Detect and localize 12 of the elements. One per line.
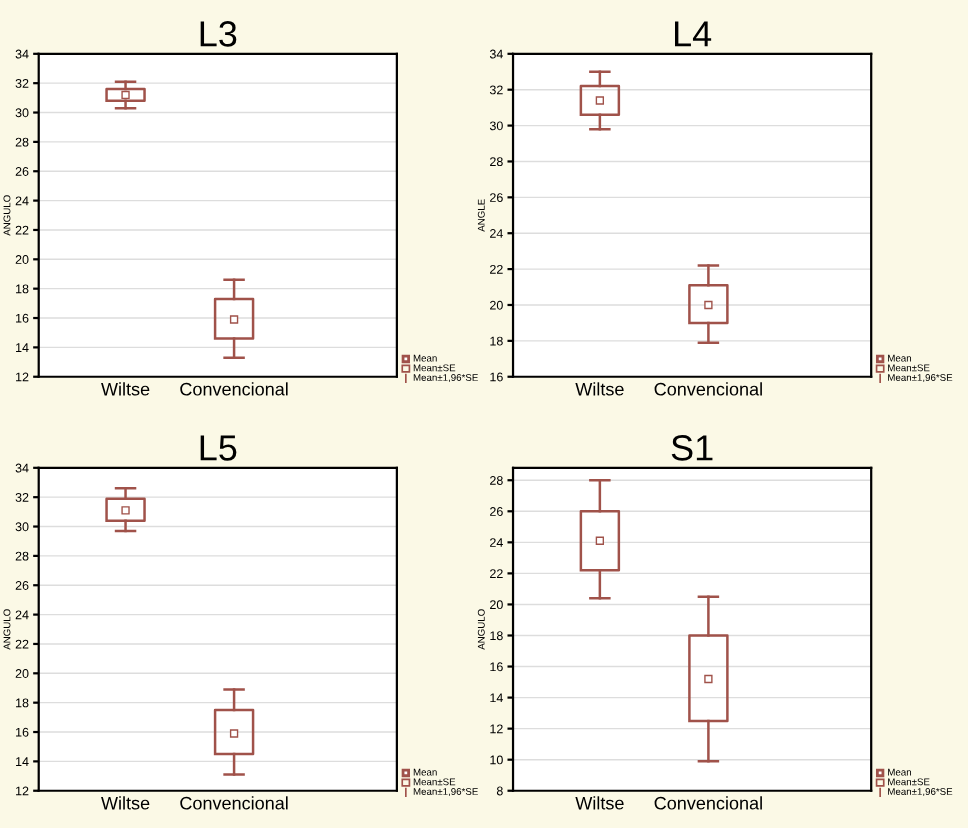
x-tick-label: Convencional xyxy=(654,382,762,396)
x-tick-label: Wiltse xyxy=(101,796,150,810)
x-tick-label: Convencional xyxy=(180,382,288,396)
chart-title: L4 xyxy=(675,21,712,47)
chart-title: L5 xyxy=(200,435,237,461)
x-tick-label: Wiltse xyxy=(575,796,624,810)
x-tick-label: Convencional xyxy=(654,796,762,810)
x-tick-label: Wiltse xyxy=(101,382,150,396)
chart-title: L3 xyxy=(200,21,237,47)
x-tick-label: Convencional xyxy=(180,796,288,810)
chart-title: S1 xyxy=(671,435,713,461)
x-tick-label: Wiltse xyxy=(575,382,624,396)
